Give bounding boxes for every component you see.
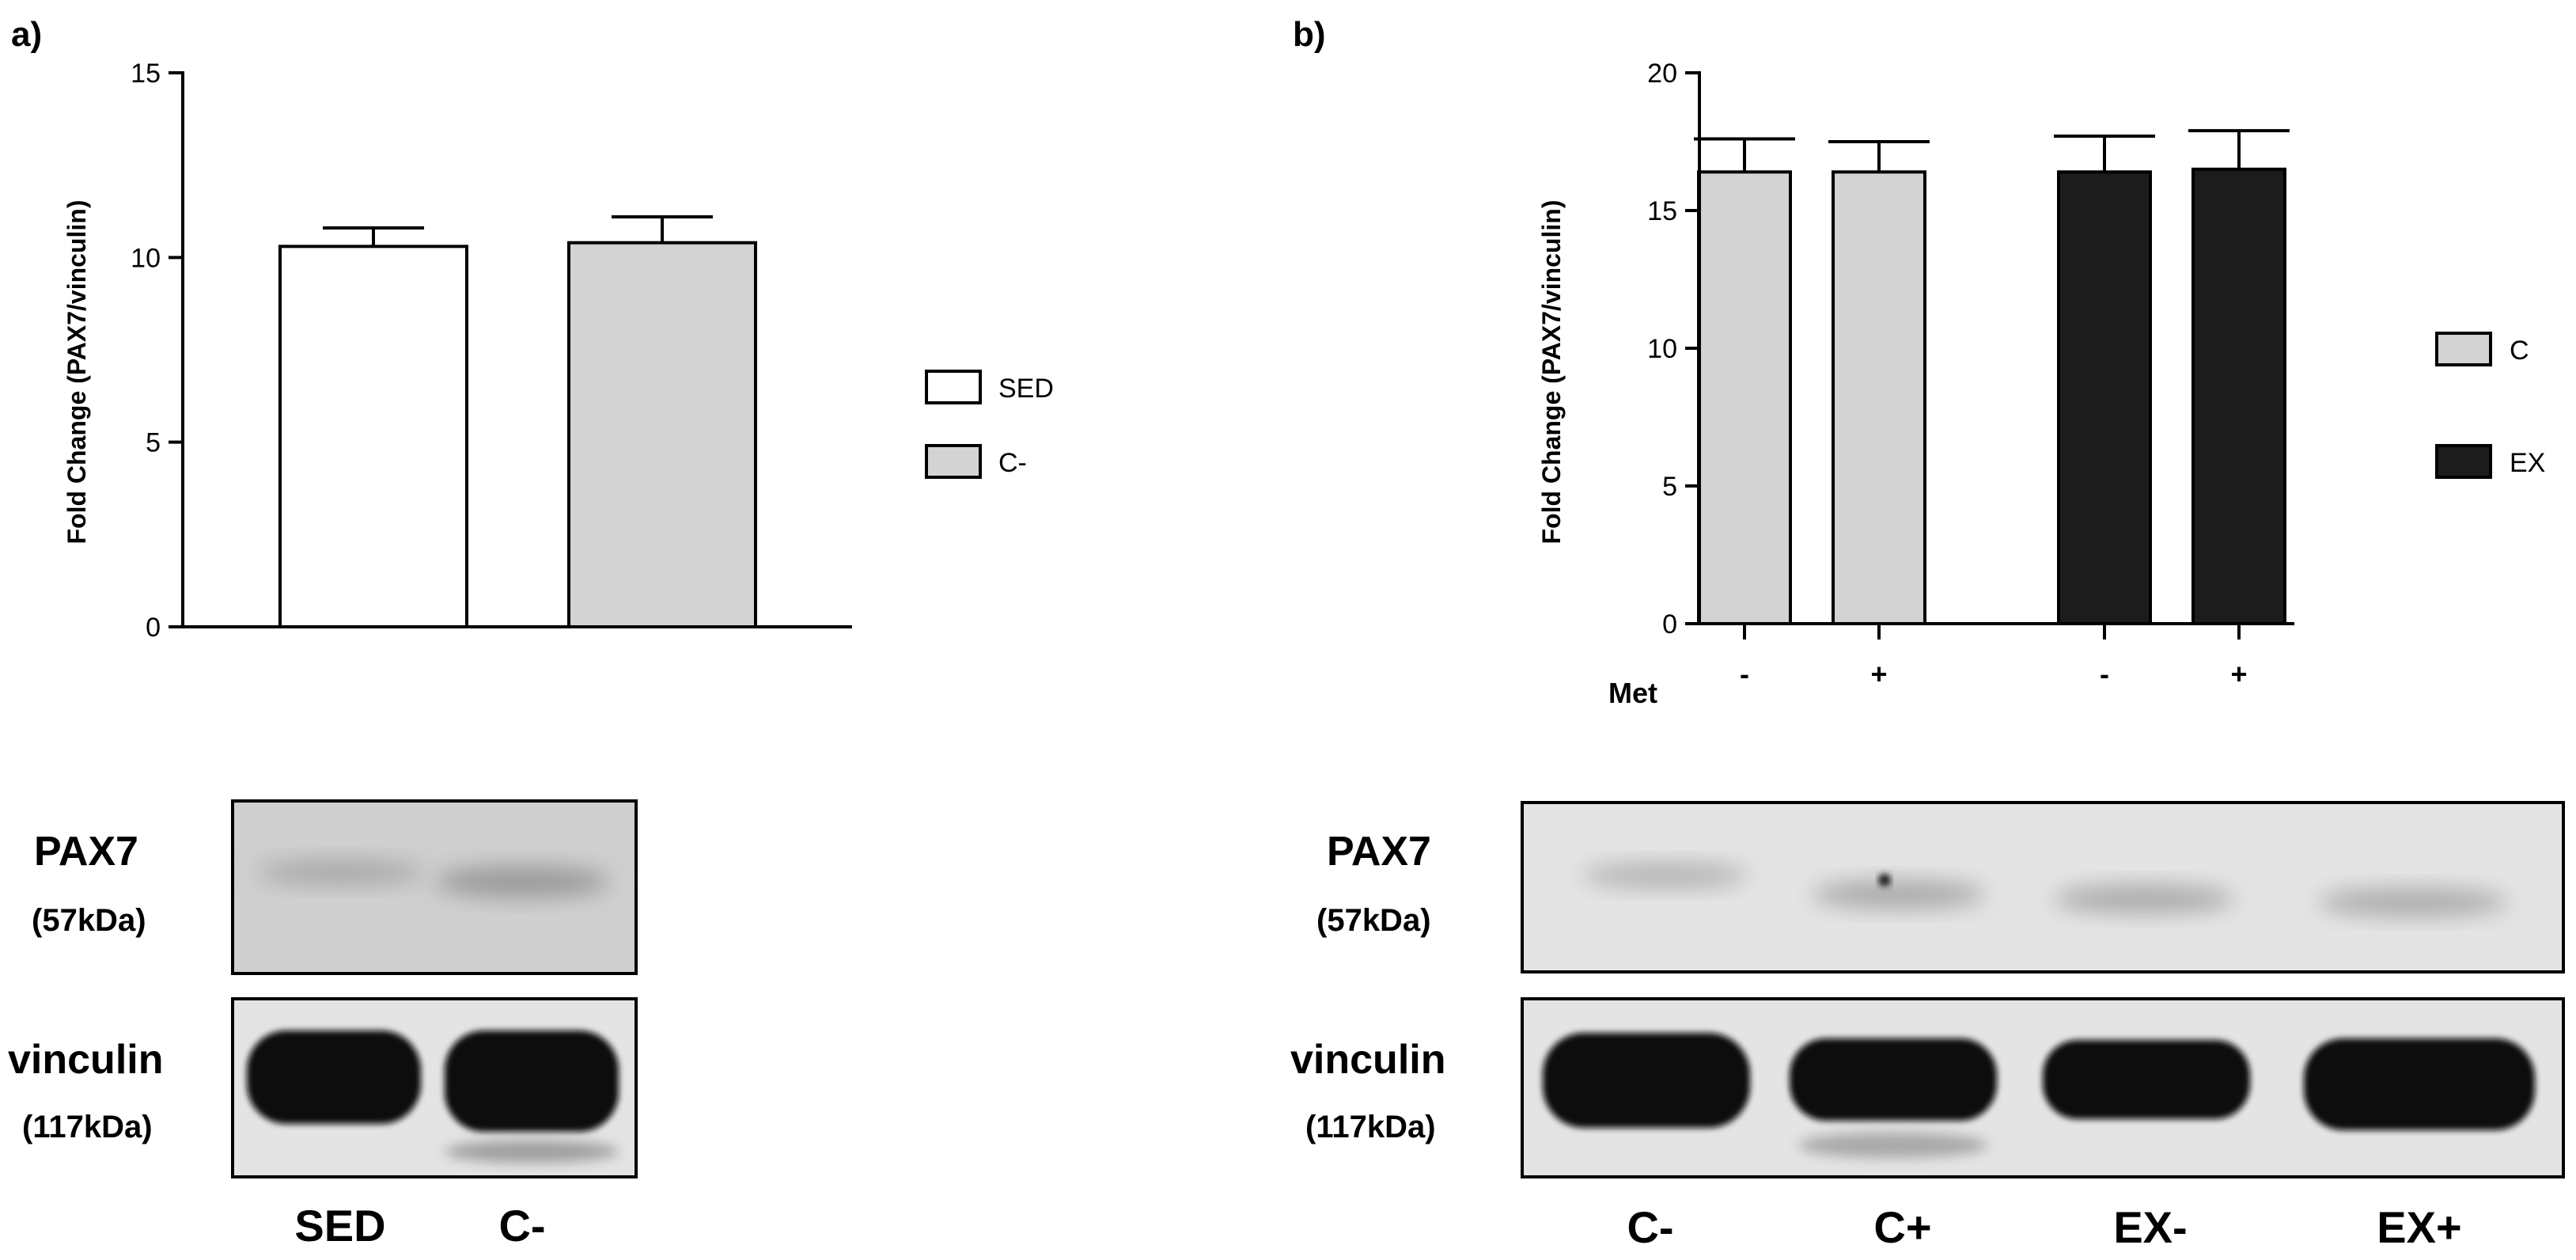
blot-b-vinculin-band-c-minus [1543,1033,1750,1128]
panel-a-blot: PAX7 (57kDa) vinculin (117kDa) SED C- [8,799,638,1251]
met-sign-c-minus: - [1740,658,1749,690]
legend-swatch-c [2435,332,2492,366]
panel-b-bars [1697,167,2286,626]
b-y-tick-label-5: 5 [1662,472,1677,502]
blot-b-pax7-membrane [1521,801,2565,973]
blot-a-pax7-band-sed [257,860,423,885]
blot-b-pax7-band-c-plus [1812,880,1986,909]
blot-b-pax7-band-ex-minus [2053,885,2235,913]
b-y-tick-label-10: 10 [1647,334,1677,364]
error-bar-b-c-plus [1828,140,1930,173]
blot-a-pax7-name: PAX7 [34,829,138,875]
blot-b-vinculin-band-c-plus [1790,1038,1997,1121]
blot-b-pax7-band-c-minus [1582,863,1748,888]
blot-a-vinculin-smear [445,1140,619,1163]
panel-a-y-ticks: 0 5 10 15 [131,59,183,643]
panel-b-legend: C EX [2435,332,2545,479]
blot-b-lane-ex-minus: EX- [2113,1202,2187,1252]
bar-b-ex-plus [2191,167,2286,626]
blot-b-lane-c-minus: C- [1627,1202,1673,1252]
blot-b-vinculin-band-ex-minus [2043,1040,2250,1119]
legend-label-ex: EX [2510,448,2545,478]
error-bar-b-ex-plus [2188,129,2290,169]
met-signs: - + - + [1740,658,2248,690]
blot-a-vinculin-band-sed [247,1030,421,1124]
met-sign-ex-minus: - [2100,658,2109,690]
blot-b-pax7-band-ex-plus [2318,888,2508,917]
b-y-tick-label-15: 15 [1647,196,1677,226]
blot-b-pax7-name: PAX7 [1327,829,1431,875]
error-bar-b-ex-minus [2054,135,2155,173]
a-y-tick-label-0: 0 [146,613,161,643]
legend-swatch-ex [2435,444,2492,479]
blot-a-vinculin-name: vinculin [8,1037,163,1083]
blot-b-pax7-dot [1878,874,1891,886]
panel-b-error-bars [1694,129,2290,173]
blot-a-lane-c-minus: C- [498,1201,545,1251]
met-sign-c-plus: + [1870,658,1887,690]
bar-a-c-minus [567,241,757,628]
panel-a-chart: a) Fold Change (PAX7/vinculin) 0 5 10 15 SE… [11,15,1054,643]
b-y-tick-label-20: 20 [1647,59,1677,89]
met-sign-ex-plus: + [2230,658,2247,690]
panel-a-legend: SED C- [925,370,1054,479]
panel-b-x-ticks [1743,624,2241,639]
a-y-tick-label-5: 5 [146,428,161,458]
legend-swatch-c-minus [925,444,982,479]
legend-label-c-minus: C- [998,448,1027,478]
panel-a-bars [278,241,757,628]
panel-b-y-axis-title: Fold Change (PAX7/vinculin) [1537,200,1566,545]
panel-a-letter: a) [11,15,42,54]
a-y-tick-label-15: 15 [131,59,161,89]
met-row-label: Met [1608,677,1657,709]
panel-a-error-bars [323,215,713,247]
bar-b-ex-minus [2057,170,2152,625]
blot-a-vinculin-kda: (117kDa) [22,1110,153,1144]
panel-b-letter: b) [1293,15,1326,54]
blot-a-pax7-kda: (57kDa) [32,903,146,938]
panel-b-chart: b) Fold Change (PAX7/vinculin) 05101520 … [1293,15,2545,709]
bar-b-c-plus [1832,170,1926,625]
legend-label-c: C [2510,336,2529,366]
blot-a-lane-sed: SED [294,1201,385,1251]
error-bar-a-c-minus [612,215,713,243]
bar-a-sed [278,245,468,628]
legend-swatch-sed [925,370,982,404]
blot-a-pax7-band-c-minus [435,866,609,898]
blot-b-lane-c-plus: C+ [1873,1202,1931,1252]
panel-a-y-axis-title: Fold Change (PAX7/vinculin) [63,200,91,545]
blot-b-vinculin-band-ex-plus [2304,1038,2535,1130]
blot-b-vinculin-kda: (117kDa) [1305,1110,1436,1144]
blot-b-vinculin-smear [1798,1133,1988,1158]
legend-label-sed: SED [998,374,1054,404]
blot-b-vinculin-name: vinculin [1290,1037,1445,1083]
error-bar-b-c-minus [1694,137,1795,173]
panel-b-blot: PAX7 (57kDa) vinculin (117kDa) C- C+ EX-… [1290,801,2565,1252]
panel-b-y-ticks: 0 5 10 15 20 [1647,59,1699,639]
error-bar-a-sed [323,226,424,247]
blot-b-lane-ex-plus: EX+ [2377,1202,2461,1252]
blot-a-vinculin-band-c-minus [445,1030,619,1132]
a-y-tick-label-10: 10 [131,243,161,273]
blot-b-pax7-kda: (57kDa) [1316,903,1431,938]
bar-b-c-minus [1697,170,1792,625]
b-y-tick-label-0: 0 [1662,609,1677,639]
